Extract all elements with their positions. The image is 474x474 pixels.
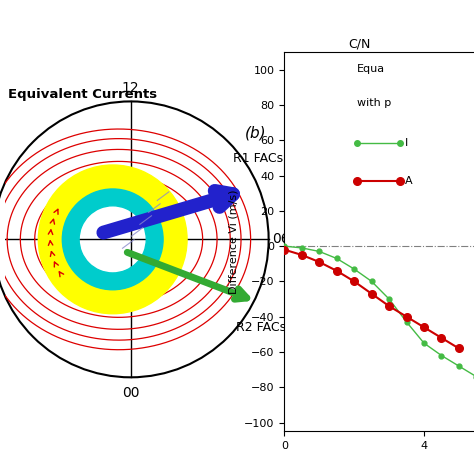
Text: I: I	[405, 138, 409, 148]
Text: Equa: Equa	[357, 64, 385, 73]
Text: Equivalent Currents: Equivalent Currents	[9, 88, 157, 101]
Text: 00: 00	[122, 386, 139, 400]
Y-axis label: Difference Vi (m/s): Difference Vi (m/s)	[229, 190, 239, 294]
Wedge shape	[62, 189, 163, 290]
Wedge shape	[38, 165, 187, 314]
Text: (b): (b)	[245, 125, 267, 140]
Text: R1 FACs: R1 FACs	[233, 152, 283, 165]
Text: 06: 06	[272, 232, 290, 246]
Text: 12: 12	[122, 82, 139, 95]
Text: with p: with p	[357, 98, 392, 108]
Text: C/N: C/N	[348, 38, 371, 51]
Text: A: A	[405, 176, 413, 186]
Text: R2 FACs: R2 FACs	[236, 321, 286, 334]
